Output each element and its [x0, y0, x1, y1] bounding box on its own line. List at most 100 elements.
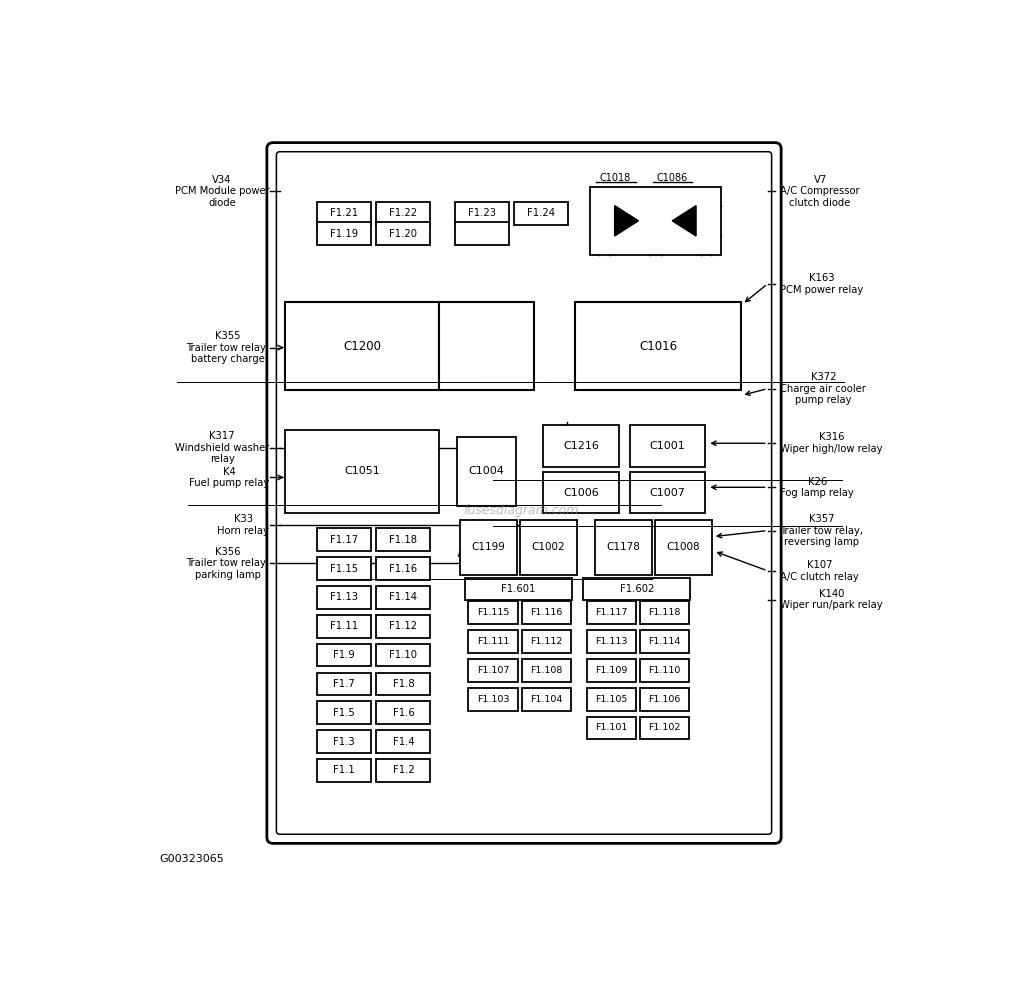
Text: K317
Windshield washer
relay: K317 Windshield washer relay	[175, 431, 269, 464]
Text: F1.112: F1.112	[530, 637, 562, 646]
Bar	[377, 528, 430, 551]
Bar	[455, 222, 509, 246]
Text: C1200: C1200	[343, 339, 381, 353]
Bar	[316, 586, 371, 608]
Text: F1.105: F1.105	[595, 694, 628, 704]
Bar	[316, 202, 371, 225]
Text: K26
Fog lamp relay: K26 Fog lamp relay	[780, 476, 854, 498]
Bar	[439, 303, 535, 389]
Bar	[630, 425, 706, 467]
Text: F1.104: F1.104	[530, 694, 562, 704]
Text: F1.116: F1.116	[530, 608, 562, 617]
Bar	[377, 701, 430, 724]
Text: F1.13: F1.13	[330, 593, 357, 602]
Text: F1.111: F1.111	[477, 637, 509, 646]
Text: C1199: C1199	[471, 542, 505, 552]
Polygon shape	[672, 206, 696, 236]
Text: F1.107: F1.107	[477, 666, 509, 674]
Text: K33
Horn relay: K33 Horn relay	[217, 515, 269, 536]
Text: C1008: C1008	[667, 542, 700, 552]
Bar	[514, 202, 568, 225]
Text: F1.6: F1.6	[392, 708, 415, 718]
Text: F1.3: F1.3	[333, 737, 354, 746]
Bar	[640, 630, 689, 653]
Bar	[377, 202, 430, 225]
Text: F1.103: F1.103	[477, 694, 509, 704]
Bar	[316, 731, 371, 753]
Text: F1.113: F1.113	[595, 637, 628, 646]
Text: F1.24: F1.24	[527, 208, 555, 218]
Text: F1.21: F1.21	[330, 208, 358, 218]
Text: K372
Charge air cooler
pump relay: K372 Charge air cooler pump relay	[780, 372, 866, 405]
Text: F1.17: F1.17	[330, 534, 358, 544]
Text: K357
Trailer tow relay,
reversing lamp: K357 Trailer tow relay, reversing lamp	[780, 514, 863, 547]
Text: F1.118: F1.118	[648, 608, 681, 617]
Bar	[655, 520, 712, 575]
Text: F1.10: F1.10	[389, 650, 418, 660]
Text: F1.9: F1.9	[333, 650, 354, 660]
Bar	[640, 601, 689, 624]
Text: F1.114: F1.114	[648, 637, 681, 646]
Text: F1.19: F1.19	[330, 229, 358, 239]
Text: F1.7: F1.7	[333, 679, 354, 689]
Bar	[587, 630, 636, 653]
Bar	[468, 601, 518, 624]
Text: F1.12: F1.12	[389, 621, 418, 631]
Bar	[377, 759, 430, 782]
Text: K4
Fuel pump relay: K4 Fuel pump relay	[189, 466, 269, 488]
Text: C1178: C1178	[606, 542, 640, 552]
Text: C1051: C1051	[344, 466, 380, 476]
Bar	[285, 430, 439, 513]
Bar	[583, 578, 690, 600]
Bar	[521, 630, 570, 653]
Text: V34
PCM Module power
diode: V34 PCM Module power diode	[174, 175, 269, 208]
Bar	[587, 659, 636, 681]
Bar	[377, 731, 430, 753]
Text: F1.16: F1.16	[389, 564, 418, 574]
Bar	[521, 659, 570, 681]
Bar	[468, 630, 518, 653]
Bar	[544, 425, 618, 467]
Text: K163
PCM power relay: K163 PCM power relay	[780, 273, 863, 295]
Text: F1.117: F1.117	[595, 608, 628, 617]
Text: F1.115: F1.115	[477, 608, 509, 617]
Text: F1.602: F1.602	[620, 584, 654, 594]
Bar	[595, 520, 651, 575]
Text: F1.4: F1.4	[392, 737, 414, 746]
Text: F1.601: F1.601	[502, 584, 536, 594]
Bar	[574, 303, 741, 389]
Text: F1.5: F1.5	[333, 708, 354, 718]
Bar	[590, 186, 721, 255]
Text: C1216: C1216	[563, 442, 599, 452]
Text: C1016: C1016	[639, 339, 677, 353]
Text: F1.15: F1.15	[330, 564, 358, 574]
Bar	[316, 759, 371, 782]
Text: F1.18: F1.18	[389, 534, 418, 544]
Text: C1018: C1018	[600, 174, 631, 183]
Polygon shape	[614, 206, 638, 236]
Bar	[316, 222, 371, 246]
Text: fusesdiagram.com: fusesdiagram.com	[463, 504, 579, 517]
Bar	[377, 644, 430, 667]
Bar	[544, 471, 618, 514]
Text: G00323065: G00323065	[160, 854, 224, 864]
Bar	[587, 717, 636, 740]
Bar	[640, 688, 689, 711]
Bar	[377, 557, 430, 580]
Bar	[316, 644, 371, 667]
Text: V7
A/C Compressor
clutch diode: V7 A/C Compressor clutch diode	[780, 175, 860, 208]
FancyBboxPatch shape	[267, 143, 781, 843]
Bar	[316, 672, 371, 695]
Bar	[460, 520, 517, 575]
Text: K316
Wiper high/low relay: K316 Wiper high/low relay	[780, 433, 883, 455]
Text: C1002: C1002	[531, 542, 565, 552]
Bar	[520, 520, 578, 575]
Text: F1.2: F1.2	[392, 765, 415, 776]
Bar	[468, 659, 518, 681]
Bar	[587, 688, 636, 711]
Text: F1.101: F1.101	[595, 724, 628, 733]
Bar	[640, 659, 689, 681]
Text: K355
Trailer tow relay,
battery charge: K355 Trailer tow relay, battery charge	[186, 331, 269, 364]
Bar	[316, 615, 371, 638]
Text: C1004: C1004	[469, 466, 505, 476]
